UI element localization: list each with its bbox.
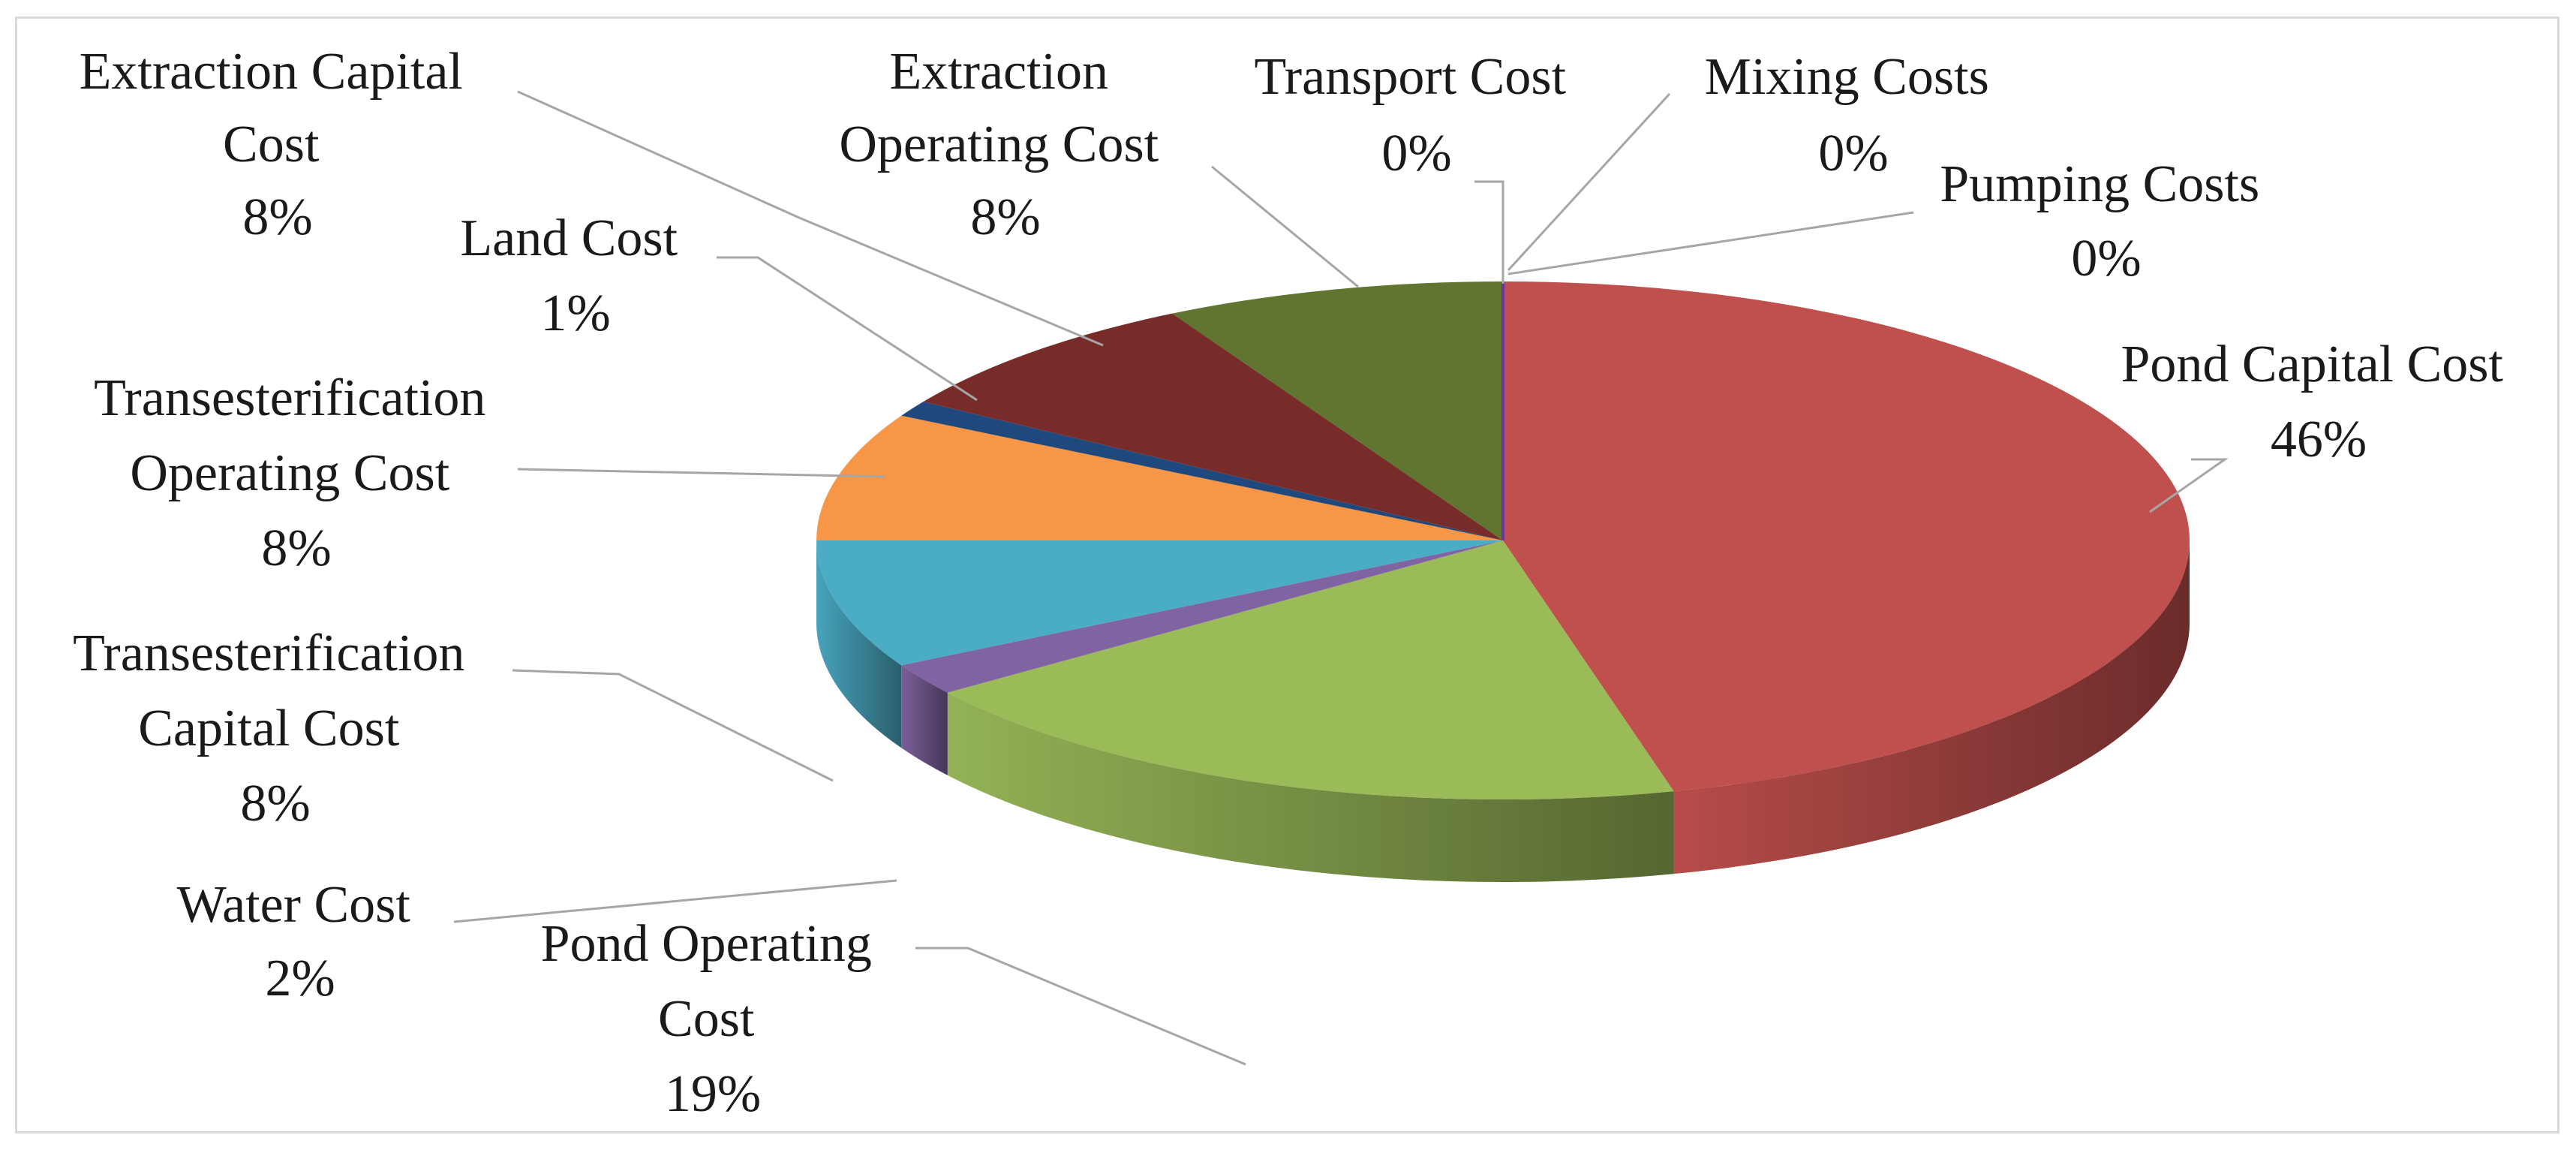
- label-extraction-operating-name2: Operating Cost: [839, 116, 1159, 173]
- pie-side-shade-2: [901, 665, 948, 775]
- pie-slice-transesterification-capital-cost: [816, 540, 1503, 666]
- label-pumping-pct: 0%: [2071, 230, 2141, 288]
- label-extraction-capital-pct: 8%: [242, 188, 312, 246]
- label-pond-operating-name: Pond Operating: [541, 915, 872, 973]
- label-extraction-operating: Extraction Operating Cost 8%: [839, 43, 1171, 246]
- leader-pond-operating: [915, 947, 1246, 1066]
- pie-slice-extraction-operating-cost: [1172, 281, 1503, 540]
- label-trans-capital: Transesterification Capital Cost 8%: [73, 625, 478, 832]
- label-land-pct: 1%: [540, 284, 610, 342]
- leader-transport: [1474, 180, 1504, 284]
- label-extraction-capital-name2: Cost: [223, 116, 320, 173]
- label-pond-operating: Pond Operating Cost 19%: [541, 915, 885, 1123]
- pie-slice-pond-operating-cost: [947, 540, 1674, 799]
- label-land-name: Land Cost: [460, 209, 678, 267]
- label-pumping: Pumping Costs 0%: [1940, 155, 2272, 288]
- label-extraction-operating-pct: 8%: [970, 188, 1040, 246]
- pie-slice-pond-capital-cost: [1503, 281, 2190, 792]
- pie-slice-water-cost: [901, 540, 1503, 693]
- label-pond-operating-pct: 19%: [665, 1065, 761, 1123]
- label-transport: Transport Cost 0%: [1254, 48, 1579, 182]
- data-labels: Extraction Capital Cost 8% Extraction Op…: [73, 43, 2517, 1123]
- label-land: Land Cost 1%: [460, 209, 690, 342]
- label-trans-capital-pct: 8%: [240, 775, 310, 832]
- leader-mixing: [1507, 92, 1671, 272]
- label-trans-operating: Transesterification Operating Cost 8%: [94, 369, 499, 577]
- label-trans-operating-name2: Operating Cost: [130, 444, 449, 502]
- label-pond-capital-name: Pond Capital Cost: [2121, 336, 2504, 393]
- pie-side-shade-0: [1673, 540, 2190, 875]
- label-extraction-capital-name: Extraction Capital: [80, 43, 463, 101]
- label-trans-operating-pct: 8%: [261, 519, 331, 577]
- label-mixing-name: Mixing Costs: [1705, 48, 1989, 106]
- pie-side-group: [816, 540, 2190, 882]
- leader-extraction-capital: [517, 90, 1104, 347]
- label-transport-pct: 0%: [1381, 125, 1451, 182]
- leader-extraction-operating: [1211, 165, 1359, 288]
- leader-trans-capital: [512, 669, 834, 782]
- label-pond-capital: Pond Capital Cost 46%: [2121, 336, 2517, 468]
- label-mixing-pct: 0%: [1818, 125, 1888, 182]
- pie-slice-extraction-capital-cost: [923, 313, 1503, 540]
- label-water-pct: 2%: [265, 950, 335, 1007]
- label-pumping-name: Pumping Costs: [1940, 155, 2259, 213]
- leader-lines: [453, 90, 2229, 1066]
- label-water: Water Cost 2%: [177, 876, 424, 1007]
- label-trans-operating-name: Transesterification: [94, 369, 485, 427]
- pie-side-shade-1: [947, 692, 1674, 882]
- label-extraction-capital: Extraction Capital Cost 8%: [80, 43, 476, 246]
- label-mixing: Mixing Costs 0%: [1705, 48, 2003, 182]
- label-extraction-operating-name: Extraction: [889, 43, 1108, 101]
- label-transport-name: Transport Cost: [1254, 48, 1566, 106]
- label-trans-capital-name: Transesterification: [73, 625, 464, 682]
- label-water-name: Water Cost: [177, 876, 411, 934]
- label-pond-capital-pct: 46%: [2271, 411, 2367, 468]
- pie-side-shade-3: [816, 540, 902, 748]
- leader-pumping: [1507, 211, 1914, 275]
- leader-water: [453, 879, 897, 923]
- leader-trans-operating: [517, 468, 886, 478]
- pie-top-group: [816, 281, 2190, 799]
- label-trans-capital-name2: Capital Cost: [138, 700, 400, 757]
- label-pond-operating-name2: Cost: [658, 990, 755, 1048]
- pie-slice-transesterification-operating-cost: [816, 415, 1503, 540]
- leader-land: [717, 256, 978, 402]
- leader-pond-capital: [2149, 458, 2229, 513]
- pie-slice-land-cost: [901, 402, 1503, 540]
